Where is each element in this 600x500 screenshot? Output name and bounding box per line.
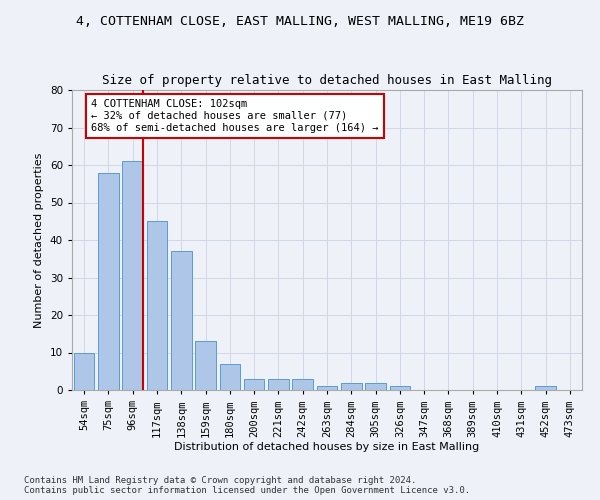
Bar [171, 251, 191, 390]
Bar [292, 379, 313, 390]
Bar [74, 352, 94, 390]
Bar [122, 161, 143, 390]
Bar [268, 379, 289, 390]
Bar [317, 386, 337, 390]
Bar [341, 382, 362, 390]
Bar [244, 379, 265, 390]
Text: 4, COTTENHAM CLOSE, EAST MALLING, WEST MALLING, ME19 6BZ: 4, COTTENHAM CLOSE, EAST MALLING, WEST M… [76, 15, 524, 28]
Text: 4 COTTENHAM CLOSE: 102sqm
← 32% of detached houses are smaller (77)
68% of semi-: 4 COTTENHAM CLOSE: 102sqm ← 32% of detac… [91, 100, 379, 132]
X-axis label: Distribution of detached houses by size in East Malling: Distribution of detached houses by size … [175, 442, 479, 452]
Bar [98, 172, 119, 390]
Y-axis label: Number of detached properties: Number of detached properties [34, 152, 44, 328]
Bar [146, 221, 167, 390]
Title: Size of property relative to detached houses in East Malling: Size of property relative to detached ho… [102, 74, 552, 88]
Bar [365, 382, 386, 390]
Text: Contains HM Land Registry data © Crown copyright and database right 2024.
Contai: Contains HM Land Registry data © Crown c… [24, 476, 470, 495]
Bar [535, 386, 556, 390]
Bar [220, 364, 240, 390]
Bar [389, 386, 410, 390]
Bar [195, 341, 216, 390]
